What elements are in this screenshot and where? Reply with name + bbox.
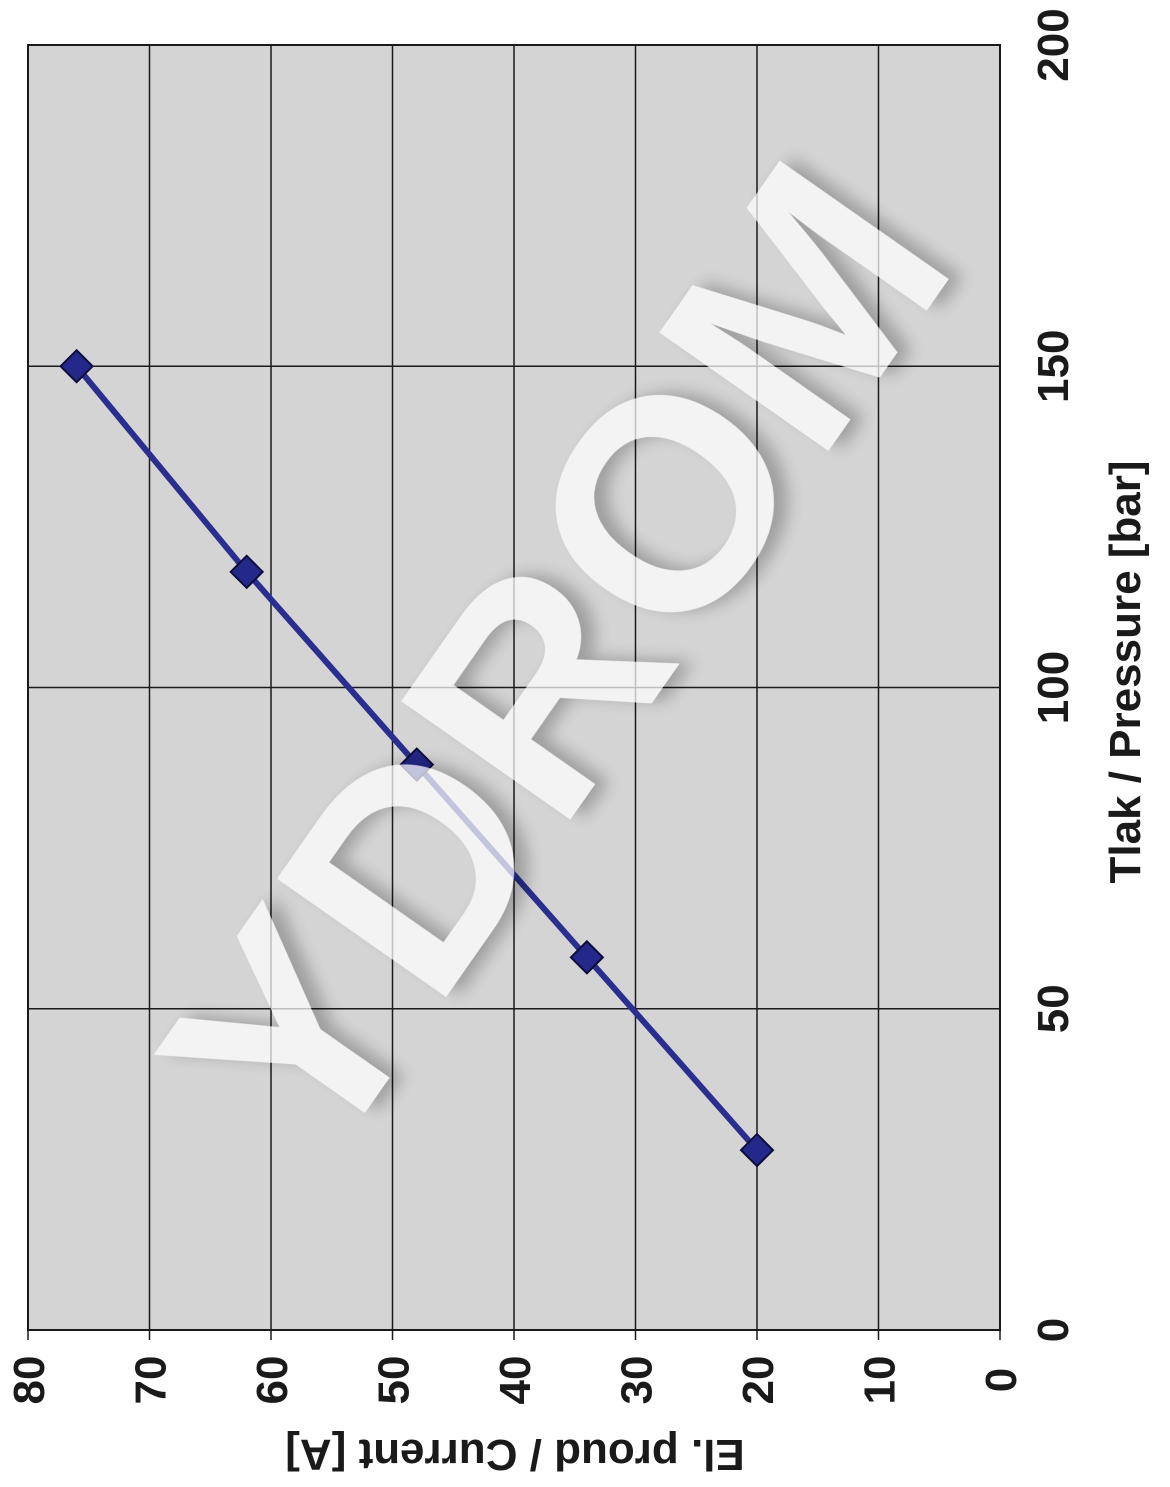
x-tick-label: 150	[1029, 330, 1078, 403]
y-tick-label: 60	[248, 1356, 297, 1405]
x-tick-label: 100	[1029, 651, 1078, 724]
y-tick-label: 70	[127, 1356, 176, 1405]
x-axis-title: Tlak / Pressure [bar]	[1101, 460, 1150, 883]
y-tick-label: 50	[370, 1356, 419, 1405]
grid-lines	[27, 45, 1001, 1340]
y-tick-label: 80	[5, 1356, 54, 1405]
y-axis-title: El. proud / Current [A]	[285, 1430, 745, 1479]
y-tick-label: 10	[856, 1356, 905, 1405]
tick-labels: 0 50 100 150 200 0 10 20 30 40 50 60 70 80	[5, 8, 1078, 1404]
series-group	[59, 348, 775, 1168]
data-point-marker	[399, 747, 435, 783]
y-tick-label: 40	[491, 1356, 540, 1405]
data-point-marker	[739, 1132, 775, 1168]
y-tick-label: 20	[734, 1356, 783, 1405]
data-point-marker	[569, 939, 605, 975]
data-point-marker	[59, 348, 95, 384]
y-tick-label: 0	[977, 1368, 1026, 1392]
x-tick-label: 0	[1029, 1318, 1078, 1342]
x-tick-label: 50	[1029, 984, 1078, 1033]
data-point-marker	[229, 554, 265, 590]
x-tick-label: 200	[1029, 8, 1078, 81]
y-tick-label: 30	[613, 1356, 662, 1405]
